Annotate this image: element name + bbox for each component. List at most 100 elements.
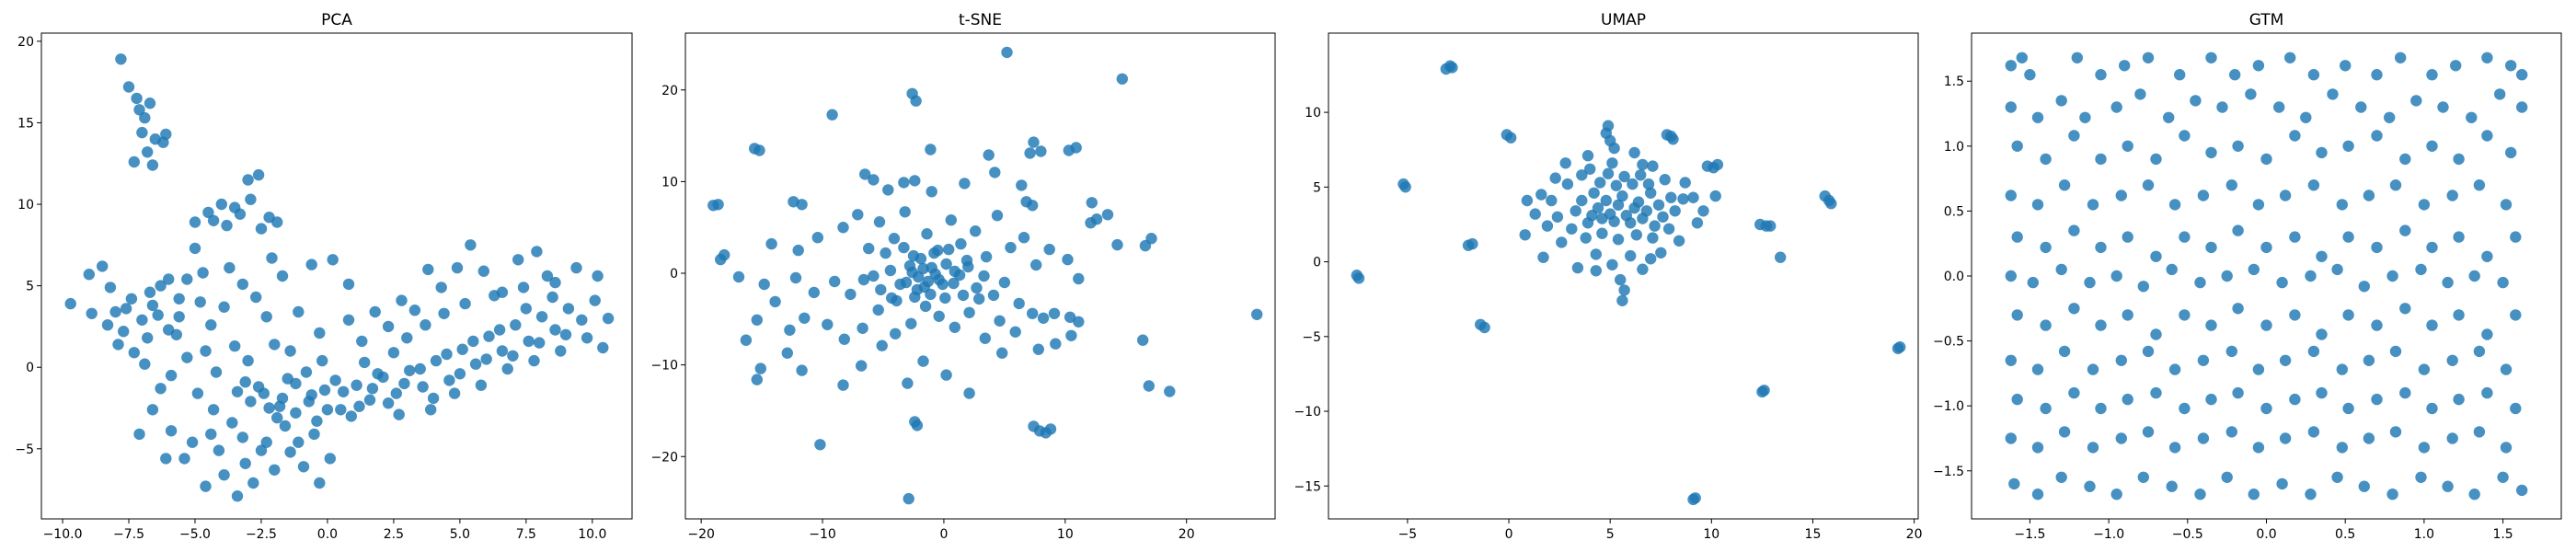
data-point [523,335,535,348]
data-point [2307,69,2320,81]
x-tick-label: −1.0 [2093,527,2124,542]
data-point [507,350,519,362]
data-point [2087,442,2099,454]
data-point [1630,229,1643,241]
data-point [231,490,244,502]
data-point [2142,345,2155,358]
data-point [454,368,466,380]
data-point [152,309,164,321]
data-point [2497,276,2509,289]
data-point [753,144,765,156]
data-point [284,446,296,458]
y-tick-label: 1.5 [1944,75,1964,89]
data-point [2084,276,2096,289]
data-point [438,307,450,319]
data-point [2008,477,2020,490]
data-point [1625,249,1637,262]
data-point [1505,132,1517,144]
data-point [311,415,323,427]
data-point [2068,386,2080,399]
data-point [868,174,880,186]
data-point [427,392,440,405]
data-point [549,324,561,336]
data-point [996,347,1008,359]
data-point [269,339,281,351]
data-point [2087,363,2099,375]
data-point [396,294,408,306]
data-point [903,492,914,505]
data-point [2371,69,2383,81]
data-point [269,464,281,476]
data-point [2134,88,2146,100]
data-point [994,315,1006,327]
data-point [2221,270,2233,282]
data-point [2331,471,2343,483]
data-point [715,253,727,266]
data-point [459,297,471,310]
data-point [1765,220,1777,232]
data-point [408,305,421,316]
data-point [178,453,190,465]
data-point [144,98,156,109]
data-point [218,301,230,313]
data-point [2481,250,2493,262]
data-point [165,369,178,382]
y-tick-label: −10 [1294,405,1321,420]
data-point [2505,60,2517,72]
chart-title: GTM [2249,11,2284,29]
data-point [2122,231,2133,243]
data-point [2005,60,2017,72]
data-point [857,322,868,334]
chart-panel-umap: UMAP −5 0 5 10 15 20 −15 −10 −5 0 5 10 [1294,11,1922,542]
data-point [2510,402,2522,415]
data-point [1645,253,1657,265]
data-point [1035,145,1047,157]
data-point [2071,52,2083,63]
data-point [2342,140,2354,152]
data-point [205,319,217,331]
data-point [837,379,849,391]
data-point [808,286,820,299]
data-point [2342,402,2354,415]
data-point [2225,345,2237,358]
data-point [857,273,870,286]
data-point [236,278,248,291]
data-point [1775,251,1787,263]
data-point [2166,480,2178,492]
data-point [902,377,914,389]
data-point [2399,303,2411,315]
data-point [231,385,244,397]
data-point [2150,328,2162,340]
data-point [1013,297,1025,310]
data-point [917,355,929,367]
data-point [2450,60,2462,72]
x-tick-label: −1.5 [2014,527,2045,542]
data-point [2150,386,2162,399]
data-point [2122,393,2133,406]
data-point [1466,237,1478,250]
data-point [430,354,443,367]
data-point [2110,101,2122,113]
data-point [425,404,437,416]
data-point [1519,229,1531,241]
data-point [589,294,601,306]
data-point [1028,136,1040,148]
data-point [2252,60,2265,72]
y-tick-label: 1.0 [1944,140,1964,155]
x-tick-label: −10 [809,527,836,542]
data-point [891,294,903,307]
data-point [2395,52,2407,63]
data-point [282,373,293,385]
data-point [2389,345,2402,358]
chart-title: UMAP [1601,11,1646,29]
data-point [155,280,167,292]
data-point [2194,276,2206,289]
data-point [2115,190,2127,201]
data-point [229,340,241,352]
data-point [917,262,929,275]
data-point [1062,253,1074,266]
x-tick-label: −10.0 [43,527,83,542]
data-point [1037,312,1050,324]
data-point [1576,194,1588,207]
data-point [1590,265,1603,277]
